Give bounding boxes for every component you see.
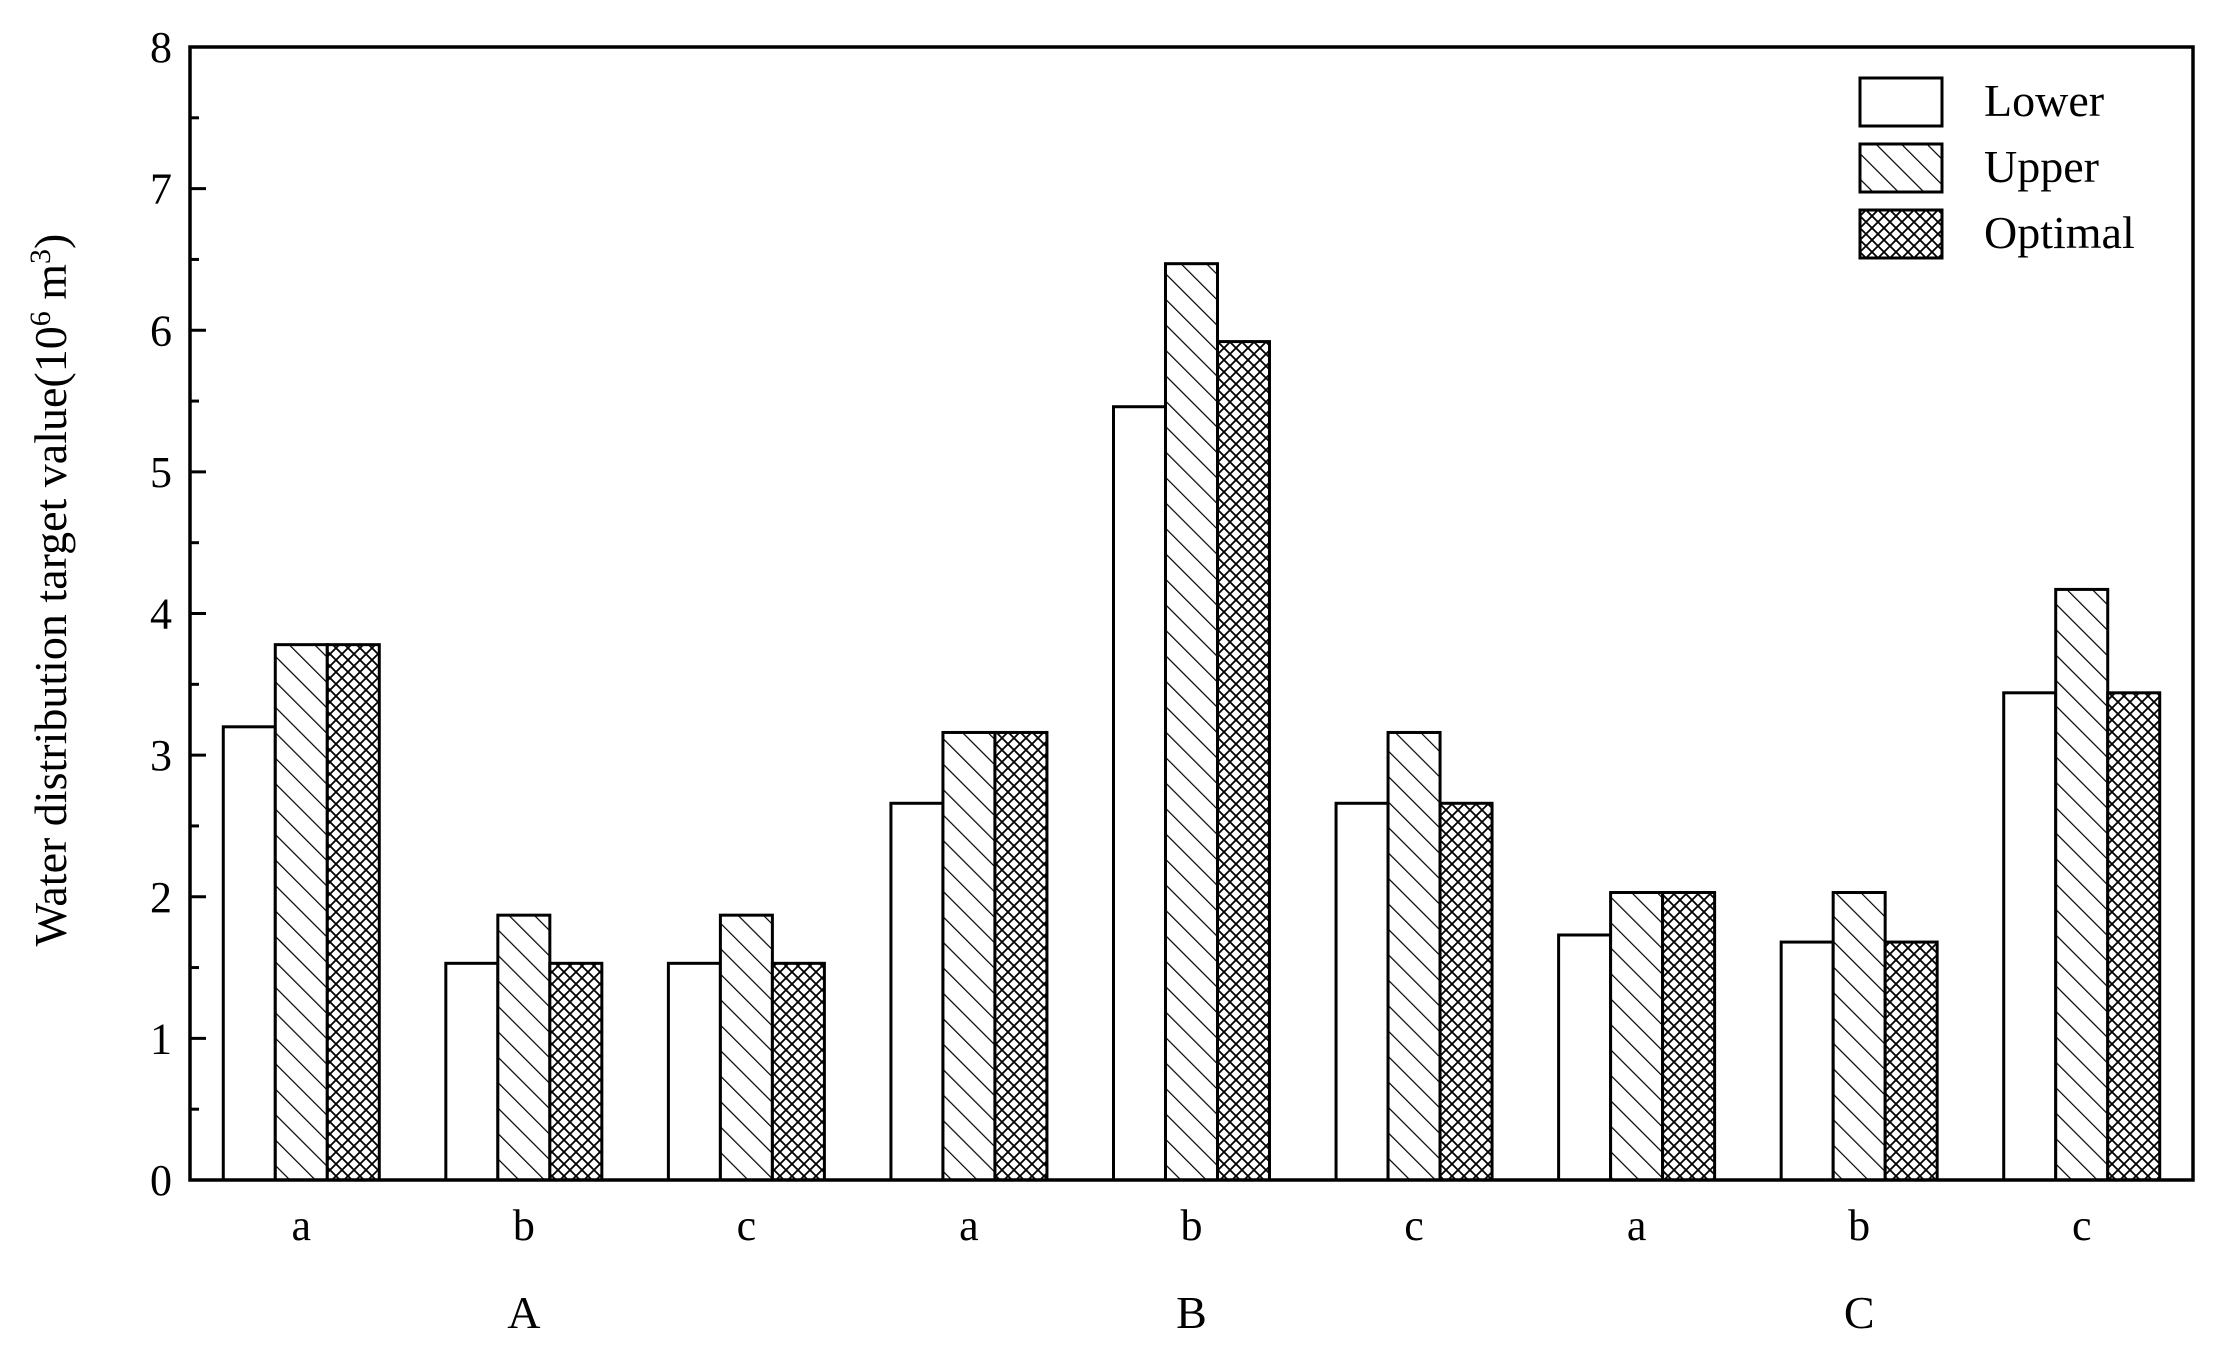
y-tick-label: 1 [150, 1014, 172, 1063]
y-tick-label: 6 [150, 306, 172, 355]
bar-lower-2 [666, 961, 722, 1182]
y-tick-label: 4 [150, 590, 172, 639]
y-axis: 0 1 2 3 4 5 6 7 8 [150, 23, 206, 1205]
legend-swatch-upper [1858, 142, 1944, 194]
bar-lower-0 [221, 725, 277, 1182]
bar-optimal-2 [770, 961, 826, 1182]
bar-lower-5 [1334, 801, 1390, 1182]
x-category-label: c [1404, 1201, 1424, 1250]
legend-label-optimal: Optimal [1984, 207, 2135, 258]
bar-optimal-8 [2106, 691, 2162, 1182]
x-category-label: a [1627, 1201, 1647, 1250]
bar-upper-7 [1831, 891, 1887, 1182]
x-category-label: a [292, 1201, 312, 1250]
y-axis-title-unit-prefix: (10 [25, 326, 76, 387]
bar-upper-3 [941, 730, 997, 1182]
x-category-label: b [1848, 1201, 1870, 1250]
bar-upper-0 [273, 643, 329, 1182]
y-axis-title: Water distribution target value(106 m3) [24, 234, 77, 947]
x-group-label: A [507, 1287, 540, 1338]
bar-upper-4 [1164, 262, 1219, 1182]
x-category-label: b [513, 1201, 535, 1250]
y-tick-label: 3 [150, 731, 172, 780]
x-group-label: B [1176, 1287, 1207, 1338]
x-category-label: a [959, 1201, 979, 1250]
x-category-label: c [2072, 1201, 2092, 1250]
y-tick-label: 2 [150, 873, 172, 922]
bar-lower-3 [889, 801, 945, 1182]
bar-upper-1 [496, 913, 552, 1182]
y-tick-label: 8 [150, 23, 172, 72]
bar-optimal-7 [1883, 940, 1939, 1182]
bar-lower-6 [1557, 933, 1613, 1182]
bar-upper-5 [1386, 730, 1442, 1182]
bar-upper-8 [2054, 587, 2110, 1182]
bar-lower-8 [2002, 691, 2058, 1182]
legend-swatch-optimal [1858, 208, 1944, 260]
bar-lower-4 [1112, 405, 1167, 1182]
y-tick-label: 5 [150, 448, 172, 497]
y-axis-title-unit-suffix: ) [25, 234, 76, 249]
legend-label-upper: Upper [1984, 141, 2099, 192]
x-category-label: c [737, 1201, 757, 1250]
legend-label-lower: Lower [1984, 75, 2104, 126]
legend-swatch-lower [1858, 76, 1944, 128]
x-group-label: C [1844, 1287, 1875, 1338]
y-axis-title-unit-mid: m [25, 264, 76, 312]
bar-optimal-3 [993, 730, 1049, 1182]
legend: Lower Upper Optimal [1858, 75, 2135, 260]
bar-optimal-1 [548, 961, 604, 1182]
bar-optimal-4 [1216, 340, 1271, 1182]
bar-upper-6 [1609, 891, 1665, 1182]
bar-lower-7 [1779, 940, 1835, 1182]
bar-lower-1 [444, 961, 500, 1182]
y-axis-title-unit-exp2: 3 [24, 249, 57, 264]
y-tick-label: 0 [150, 1156, 172, 1205]
y-tick-label: 7 [150, 165, 172, 214]
y-axis-title-unit-exp: 6 [24, 311, 57, 326]
bar-upper-2 [718, 913, 774, 1182]
bar-optimal-5 [1438, 801, 1494, 1182]
bar-optimal-0 [325, 643, 381, 1182]
bars-layer [221, 262, 2162, 1182]
bar-optimal-6 [1661, 891, 1717, 1182]
x-category-label: b [1181, 1201, 1203, 1250]
x-axis: a b c a b c a b c A B C [292, 1201, 2092, 1338]
y-axis-title-main: Water distribution target value [25, 388, 76, 947]
